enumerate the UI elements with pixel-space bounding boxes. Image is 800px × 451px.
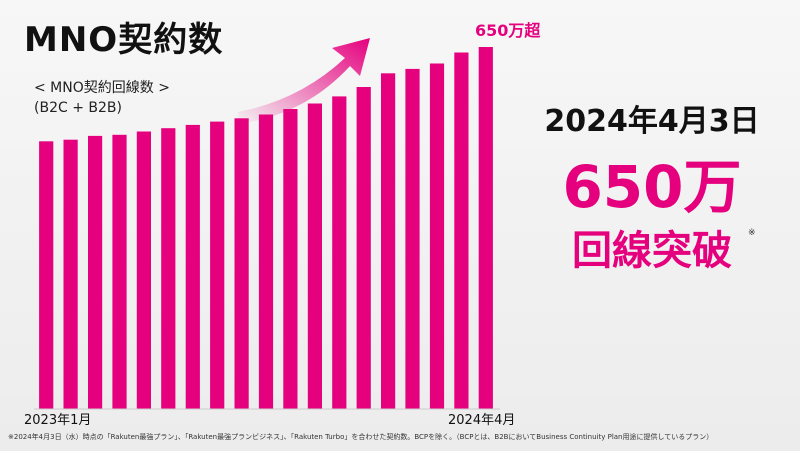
headline-number: 650万 (562, 153, 742, 221)
subtitle-line-1: < MNO契約回線数 > (34, 80, 170, 96)
bar-4 (112, 134, 127, 410)
bars-group (39, 47, 493, 410)
bar-6 (161, 128, 176, 409)
chart-subtitle: < MNO契約回線数 > (B2C + B2B) (34, 78, 170, 118)
bar-12 (307, 103, 322, 409)
bar-16 (405, 68, 420, 410)
bar-11 (283, 109, 298, 409)
bar-13 (332, 96, 347, 410)
subtitle-line-2: (B2C + B2B) (34, 100, 122, 116)
bar-9 (234, 118, 249, 410)
x-tick-label-end: 2024年4月 (448, 413, 515, 428)
bar-14 (356, 87, 371, 409)
bar-5 (136, 131, 151, 409)
trend-arrow-icon (238, 38, 370, 124)
announcement-date: 2024年4月3日 (544, 104, 760, 139)
x-tick-label-start: 2023年1月 (24, 413, 91, 428)
bar-2 (63, 139, 78, 409)
footnote: ※2024年4月3日（水）時点の「Rakuten最強プラン」、「Rakuten最… (8, 433, 714, 441)
bar-19 (478, 47, 493, 409)
footnote-mark: ※ (748, 228, 756, 238)
bar-10 (258, 114, 274, 409)
bar-18 (454, 52, 469, 409)
bar-8 (210, 121, 225, 409)
bar-3 (88, 135, 103, 409)
peak-data-label: 650万超 (475, 21, 541, 40)
headline-caption: 回線突破 (572, 228, 732, 274)
bar-15 (381, 73, 396, 410)
bar-17 (429, 63, 445, 409)
slide-title: MNO契約数 (24, 20, 224, 60)
bar-7 (185, 124, 200, 410)
bar-1 (39, 141, 54, 410)
